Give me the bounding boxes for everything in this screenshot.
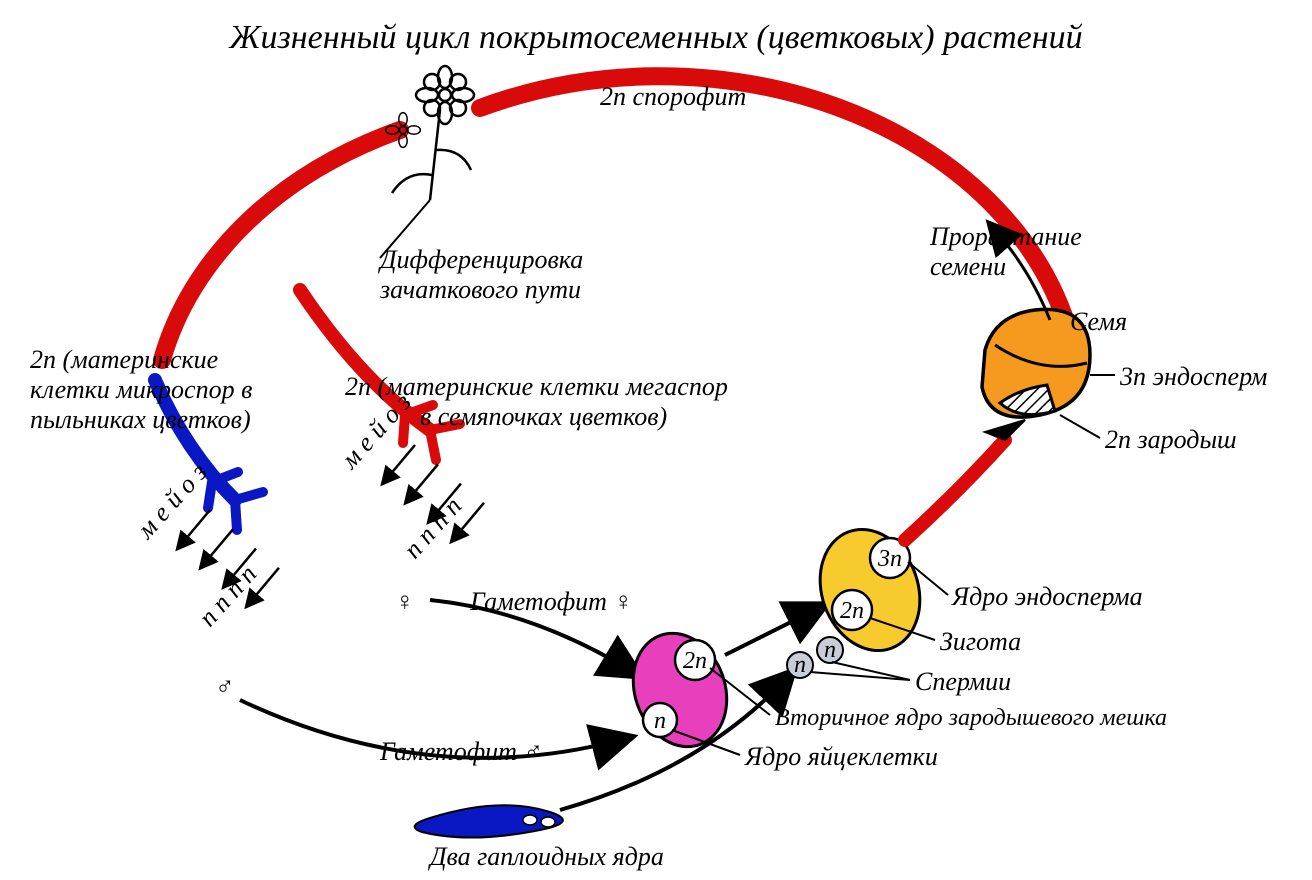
ploidy-n-sperm2: n	[824, 637, 836, 663]
lbl-mega1: 2n (материнские клетки мегаспор	[345, 372, 728, 401]
lbl-micro2: клетки микроспор в	[30, 375, 252, 404]
arrow-zygote-to-seed	[905, 440, 1005, 540]
female-gametophyte-cell: 2n n	[618, 620, 742, 760]
lbl-gam-f: Гаметофит ♀	[469, 587, 633, 616]
lbl-embryo: 2n зародыш	[1105, 425, 1237, 454]
diagram-title: Жизненный цикл покрытосеменных (цветковы…	[228, 19, 1082, 56]
lbl-diff1: Дифференцировка	[377, 245, 583, 274]
n-row-f: n n n n	[398, 491, 467, 564]
pollen-tube	[415, 805, 563, 837]
lbl-egg-nuc: Ядро яйцеклетки	[744, 742, 938, 771]
arrow-fgam-to-zygote	[725, 610, 815, 655]
lifecycle-diagram: Жизненный цикл покрытосеменных (цветковы…	[0, 0, 1312, 880]
male-symbol-1: ♂	[215, 672, 235, 701]
lbl-germ1: Прорастание	[929, 222, 1082, 251]
lbl-endo-nuc: Ядро эндосперма	[951, 582, 1143, 611]
lbl-germ2: семени	[930, 252, 1006, 281]
lbl-sperm: Спермии	[915, 667, 1011, 696]
lbl-gam-m: Гаметофит ♂	[379, 737, 543, 766]
lbl-secondary: Вторичное ядро зародышевого мешка	[775, 705, 1167, 731]
lbl-micro1: 2n (материнские	[30, 345, 218, 374]
lbl-diff2: зачаткового пути	[379, 275, 581, 304]
lbl-zygote: Зигота	[940, 627, 1021, 656]
ploidy-2n-zyg: 2n	[840, 598, 864, 624]
lbl-endosperm: 3n эндосперм	[1119, 362, 1267, 391]
lbl-two-haploid: Два гаплоидных ядра	[427, 842, 664, 871]
lbl-seed: Семя	[1070, 307, 1127, 336]
female-symbol-1: ♀	[395, 587, 415, 616]
sporophyte-arc-left	[162, 130, 400, 360]
n-row-m: n n n n	[193, 559, 262, 632]
ploidy-3n-zyg: 3n	[877, 546, 902, 572]
ploidy-n-fcell: n	[654, 708, 666, 734]
lbl-sporophyte: 2n спорофит	[600, 82, 746, 111]
meiosis-label-m: м е й о з	[130, 458, 213, 545]
ploidy-n-sperm1: n	[794, 652, 806, 678]
ploidy-2n-fcell: 2n	[683, 648, 707, 674]
lbl-micro3: пыльниках цветков)	[30, 405, 251, 434]
lbl-mega2: в семяпочках цветков)	[420, 402, 667, 431]
